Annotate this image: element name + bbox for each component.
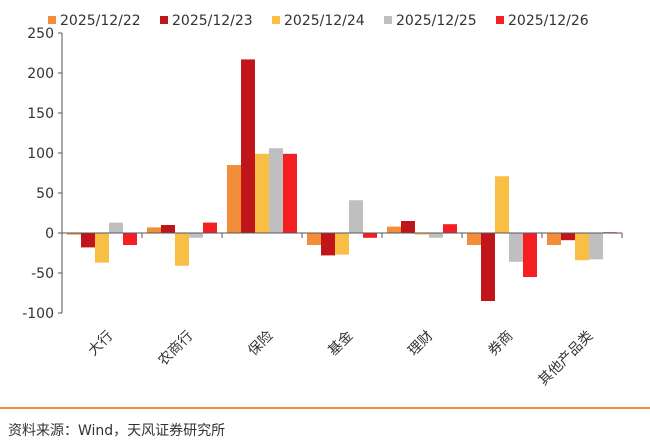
bar <box>189 233 203 238</box>
bar <box>269 148 283 233</box>
legend-label: 2025/12/26 <box>508 13 589 29</box>
bar <box>401 221 415 233</box>
legend-label: 2025/12/25 <box>396 13 477 29</box>
source-note: 资料来源：Wind，天风证券研究所 <box>8 423 226 439</box>
divider <box>0 407 650 409</box>
bar <box>255 153 269 233</box>
bar <box>443 224 457 233</box>
y-tick-label: 100 <box>27 146 54 162</box>
bar <box>349 200 363 233</box>
x-tick-label: 大行 <box>85 328 116 359</box>
bar <box>547 233 561 245</box>
bar <box>481 233 495 301</box>
x-tick-label: 保险 <box>245 328 276 359</box>
x-tick-label: 其他产品类 <box>536 328 597 389</box>
x-tick-label: 券商 <box>485 328 516 359</box>
bar <box>495 176 509 233</box>
bar <box>429 233 443 238</box>
bar <box>561 233 575 241</box>
legend-swatch <box>384 16 392 24</box>
legend-swatch <box>48 16 56 24</box>
legend-label: 2025/12/23 <box>172 13 253 29</box>
y-tick-label: 250 <box>27 26 54 42</box>
bar <box>123 233 137 245</box>
bar <box>575 233 589 261</box>
bar <box>161 225 175 233</box>
legend-swatch <box>496 16 504 24</box>
y-tick-label: -50 <box>31 266 54 282</box>
bar-chart: -100 -50 0 50 100 150 200 250 大行 农商行 保险 基金 理财 券商 其他产品类… <box>22 13 623 389</box>
bar <box>95 233 109 263</box>
bar <box>415 233 429 235</box>
bar <box>335 233 349 255</box>
bar <box>147 227 161 233</box>
y-tick-label: -100 <box>22 306 54 322</box>
x-tick-label: 理财 <box>405 328 436 359</box>
bar <box>523 233 537 277</box>
bar <box>363 233 377 238</box>
bar <box>321 233 335 256</box>
bar <box>203 222 217 233</box>
legend-swatch <box>160 16 168 24</box>
bar <box>241 59 255 234</box>
x-tick-label: 基金 <box>325 327 357 359</box>
legend-label: 2025/12/22 <box>60 13 141 29</box>
y-tick-label: 150 <box>27 106 54 122</box>
y-tick-label: 50 <box>36 186 54 202</box>
bar <box>307 233 321 245</box>
x-tick-label: 农商行 <box>155 328 196 369</box>
legend-swatch <box>272 16 280 24</box>
bar <box>283 153 297 233</box>
bar <box>227 165 241 233</box>
y-tick-label: 0 <box>45 226 54 242</box>
bar <box>467 233 481 245</box>
bar <box>509 233 523 262</box>
bar <box>109 222 123 233</box>
bar <box>67 233 81 235</box>
legend-label: 2025/12/24 <box>284 13 365 29</box>
bar <box>175 233 189 266</box>
bar <box>81 233 95 248</box>
bar <box>589 233 603 260</box>
bar <box>387 226 401 233</box>
y-tick-label: 200 <box>27 66 54 82</box>
